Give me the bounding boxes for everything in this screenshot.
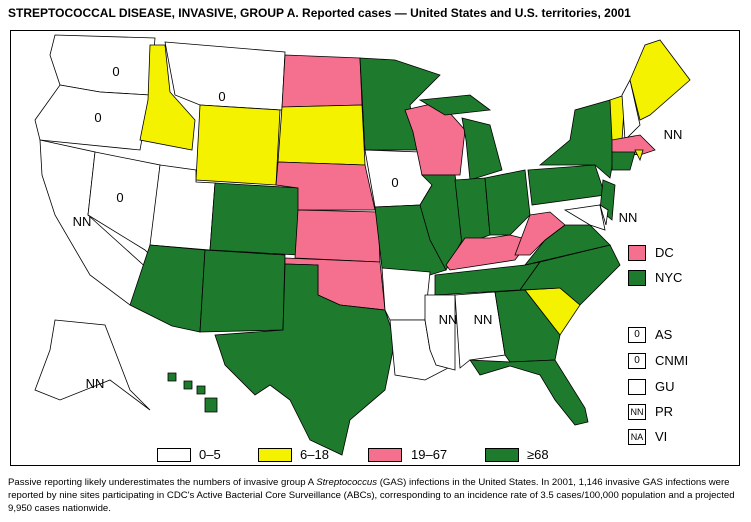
state-de — [599, 204, 609, 226]
legend-label: 19–67 — [411, 447, 448, 462]
dc-swatch — [628, 245, 646, 261]
state-label-de: NN — [619, 210, 638, 225]
territory-value: NN — [628, 404, 646, 420]
nyc-label: NYC — [655, 270, 683, 285]
legend-swatch — [258, 448, 292, 462]
state-or — [34, 84, 151, 151]
state-md — [563, 204, 606, 231]
state-ky — [445, 234, 531, 271]
state-oh — [484, 169, 531, 236]
state-label-nv: 0 — [116, 190, 123, 205]
state-ri — [634, 149, 644, 162]
state-mi — [418, 94, 492, 116]
territory-label: VI — [655, 429, 668, 444]
territory-label: PR — [655, 404, 674, 419]
territory-label: CNMI — [655, 353, 689, 368]
state-label-wa: 0 — [112, 64, 119, 79]
legend-swatch — [368, 448, 402, 462]
state-hi — [196, 385, 206, 395]
state-label-ca: NN — [73, 214, 92, 229]
footnote-text: (GAS) infections in the United States. I… — [8, 477, 735, 514]
map-frame — [10, 30, 740, 466]
state-al — [454, 291, 506, 369]
dc-label: DC — [655, 245, 674, 260]
state-fl — [469, 359, 589, 426]
state-pa — [527, 164, 606, 206]
state-label-or: 0 — [94, 110, 101, 125]
state-me — [629, 39, 691, 121]
state-hi — [204, 397, 218, 413]
state-ak — [34, 319, 151, 411]
state-hi — [167, 372, 177, 382]
state-az — [129, 244, 206, 333]
state-label-mt: 0 — [218, 89, 225, 104]
territory-label: AS — [655, 327, 673, 342]
state-nh — [621, 78, 641, 141]
state-ks — [294, 209, 381, 263]
state-label-ak: NN — [86, 376, 105, 391]
state-ma — [611, 134, 656, 156]
state-ct — [611, 151, 636, 171]
footnote: Passive reporting likely underestimates … — [8, 476, 748, 515]
state-mi — [461, 117, 503, 181]
territory-value: NA — [628, 429, 646, 445]
territory-value — [628, 379, 646, 395]
footnote-italic: Streptococcus — [316, 477, 378, 488]
state-label-nh: NN — [664, 127, 683, 142]
state-tx — [214, 263, 396, 456]
state-ar — [381, 267, 431, 321]
state-label-ia: 0 — [391, 175, 398, 190]
legend-swatch — [157, 448, 191, 462]
territory-value: 0 — [628, 327, 646, 343]
map-title: STREPTOCOCCAL DISEASE, INVASIVE, GROUP A… — [8, 6, 631, 20]
legend-label: 0–5 — [199, 447, 221, 462]
state-va — [523, 224, 611, 266]
state-wy — [195, 104, 281, 186]
state-sd — [277, 104, 366, 166]
legend-label: 6–18 — [300, 447, 329, 462]
legend-label: ≥68 — [527, 447, 549, 462]
state-nc — [519, 244, 621, 306]
state-label-al: NN — [474, 312, 493, 327]
state-label-ms: NN — [439, 312, 458, 327]
state-nm — [199, 249, 286, 333]
territory-label: GU — [655, 379, 675, 394]
state-nd — [281, 54, 363, 108]
state-wv — [514, 211, 566, 256]
footnote-text: Passive reporting likely underestimates … — [8, 477, 317, 488]
territory-value: 0 — [628, 353, 646, 369]
state-hi — [183, 380, 193, 390]
nyc-swatch — [628, 270, 646, 286]
state-id — [139, 44, 196, 151]
state-co — [209, 182, 301, 256]
legend-swatch — [485, 448, 519, 462]
